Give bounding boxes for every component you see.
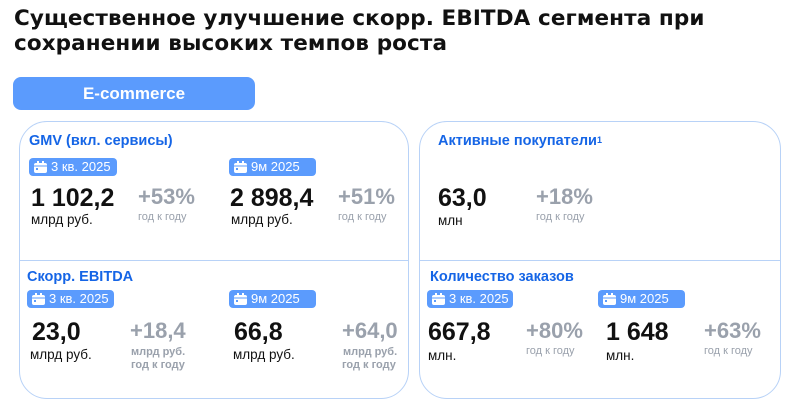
gmv-q-yoy: год к году [138, 211, 187, 223]
ebitda-m-unit: млрд руб. [233, 347, 295, 362]
page-title: Существенное улучшение скорр. EBITDA сег… [14, 6, 705, 56]
calendar-icon [234, 293, 247, 305]
orders-q-unit: млн. [428, 348, 457, 363]
orders-q-period: 3 кв. 2025 [449, 291, 509, 306]
segment-label-ecommerce: E-commerce [13, 77, 255, 110]
ebitda-m-period: 9м 2025 [251, 291, 300, 306]
gmv-q-delta: +53% [138, 184, 195, 209]
orders-m-unit: млн. [606, 348, 635, 363]
gmv-title: GMV (вкл. сервисы) [29, 133, 173, 149]
buyers-unit: млн [438, 213, 463, 228]
gmv-m-value: 2 898,4 [230, 184, 314, 212]
gmv-q-unit: млрд руб. [31, 212, 93, 227]
ebitda-q-delta-unit: млрд руб. [131, 346, 186, 358]
ebitda-q-period-badge: 3 кв. 2025 [27, 290, 114, 308]
ebitda-q-yoy: год к году [131, 359, 185, 371]
ebitda-q-unit: млрд руб. [30, 347, 92, 362]
ebitda-q-value: 23,0 [32, 318, 81, 346]
orders-title: Количество заказов [430, 269, 574, 285]
gmv-m-delta: +51% [338, 184, 395, 209]
orders-q-period-badge: 3 кв. 2025 [427, 290, 513, 308]
gmv-m-unit: млрд руб. [231, 212, 293, 227]
gmv-ebitda-card: GMV (вкл. сервисы) 3 кв. 2025 1 102,2 мл… [19, 121, 409, 399]
gmv-m-period-badge: 9м 2025 [229, 158, 316, 176]
ebitda-q-period: 3 кв. 2025 [49, 291, 109, 306]
ebitda-m-delta-unit: млрд руб. [343, 346, 398, 358]
ebitda-m-delta: +64,0 [342, 318, 398, 343]
calendar-icon [603, 293, 616, 305]
buyers-yoy: год к году [536, 211, 585, 223]
calendar-icon [34, 161, 47, 173]
section-divider [420, 260, 780, 262]
buyers-title: Активные покупатели1 [438, 133, 602, 150]
gmv-m-yoy: год к году [338, 211, 387, 223]
buyers-value: 63,0 [438, 184, 487, 212]
ebitda-q-delta: +18,4 [130, 318, 186, 343]
gmv-q-period: 3 кв. 2025 [51, 159, 111, 174]
orders-q-yoy: год к году [526, 345, 575, 357]
buyers-title-text: Активные покупатели [438, 133, 597, 149]
orders-m-period: 9м 2025 [620, 291, 669, 306]
orders-q-value: 667,8 [428, 318, 491, 346]
buyers-delta: +18% [536, 184, 593, 209]
buyers-footnote-mark: 1 [596, 135, 602, 145]
orders-q-delta: +80% [526, 318, 583, 343]
calendar-icon [432, 293, 445, 305]
ebitda-m-period-badge: 9м 2025 [229, 290, 316, 308]
ebitda-title: Скорр. EBITDA [27, 269, 134, 285]
gmv-m-period: 9м 2025 [251, 159, 300, 174]
orders-m-value: 1 648 [606, 318, 669, 346]
calendar-icon [32, 293, 45, 305]
calendar-icon [234, 161, 247, 173]
orders-m-period-badge: 9м 2025 [598, 290, 685, 308]
buyers-orders-card: Активные покупатели1 63,0 млн +18% год к… [419, 121, 781, 399]
orders-m-yoy: год к году [704, 345, 753, 357]
ebitda-m-value: 66,8 [234, 318, 283, 346]
orders-m-delta: +63% [704, 318, 761, 343]
gmv-q-period-badge: 3 кв. 2025 [29, 158, 117, 176]
ebitda-m-yoy: год к году [342, 359, 396, 371]
section-divider [20, 260, 408, 262]
gmv-q-value: 1 102,2 [31, 184, 115, 212]
